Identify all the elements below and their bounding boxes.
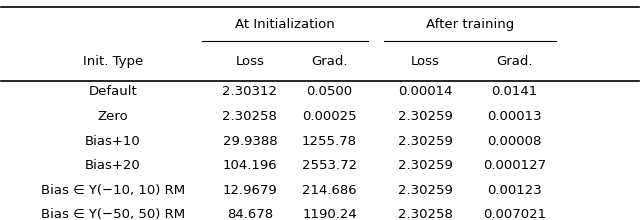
Text: 1255.78: 1255.78 xyxy=(302,134,357,148)
Text: 0.00025: 0.00025 xyxy=(302,110,357,123)
Text: 0.000127: 0.000127 xyxy=(483,159,546,172)
Text: 2.30259: 2.30259 xyxy=(397,159,452,172)
Text: 2.30258: 2.30258 xyxy=(223,110,277,123)
Text: 0.00123: 0.00123 xyxy=(487,183,541,197)
Text: 2.30259: 2.30259 xyxy=(397,110,452,123)
Text: 2.30259: 2.30259 xyxy=(397,183,452,197)
Text: 0.00014: 0.00014 xyxy=(398,85,452,99)
Text: 2.30258: 2.30258 xyxy=(397,208,452,220)
Text: Bias ∈ Υ(−10, 10) RM: Bias ∈ Υ(−10, 10) RM xyxy=(41,183,185,197)
Text: 29.9388: 29.9388 xyxy=(223,134,277,148)
Text: Bias+10: Bias+10 xyxy=(85,134,141,148)
Text: 104.196: 104.196 xyxy=(223,159,277,172)
Text: 1190.24: 1190.24 xyxy=(302,208,357,220)
Text: 0.0141: 0.0141 xyxy=(492,85,538,99)
Text: 2.30312: 2.30312 xyxy=(223,85,277,99)
Text: 0.0500: 0.0500 xyxy=(307,85,353,99)
Text: Grad.: Grad. xyxy=(496,55,532,68)
Text: Bias ∈ Υ(−50, 50) RM: Bias ∈ Υ(−50, 50) RM xyxy=(41,208,185,220)
Text: 0.00013: 0.00013 xyxy=(487,110,541,123)
Text: Bias+20: Bias+20 xyxy=(85,159,141,172)
Text: 84.678: 84.678 xyxy=(227,208,273,220)
Text: At Initialization: At Initialization xyxy=(235,18,335,31)
Text: Init. Type: Init. Type xyxy=(83,55,143,68)
Text: Grad.: Grad. xyxy=(311,55,348,68)
Text: After training: After training xyxy=(426,18,514,31)
Text: 214.686: 214.686 xyxy=(302,183,357,197)
Text: Zero: Zero xyxy=(97,110,128,123)
Text: Default: Default xyxy=(88,85,137,99)
Text: Loss: Loss xyxy=(236,55,264,68)
Text: 0.00008: 0.00008 xyxy=(487,134,541,148)
Text: 2.30259: 2.30259 xyxy=(397,134,452,148)
Text: 0.007021: 0.007021 xyxy=(483,208,546,220)
Text: 12.9679: 12.9679 xyxy=(223,183,277,197)
Text: 2553.72: 2553.72 xyxy=(302,159,357,172)
Text: Loss: Loss xyxy=(411,55,440,68)
